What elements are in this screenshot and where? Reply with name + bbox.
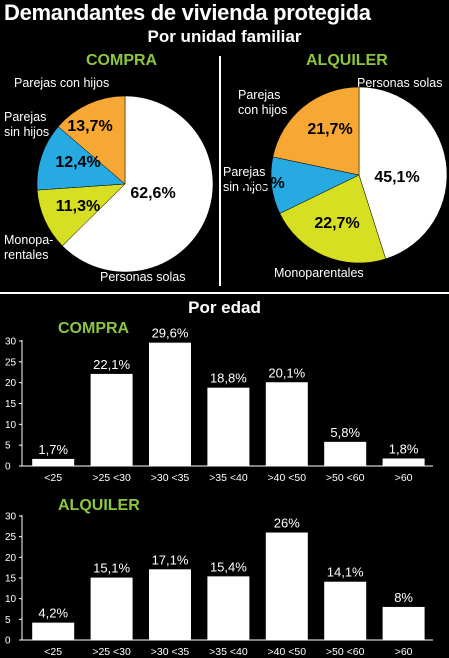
page-title: Demandantes de vivienda protegida: [4, 0, 371, 25]
compra-bar-2: [149, 342, 191, 466]
compra-bar-0: [32, 458, 75, 466]
alquiler-bar-label-6: 8%: [394, 590, 413, 605]
alquiler-bar-label-5: 14,1%: [327, 565, 364, 580]
compra-bar-label-4: 20,1%: [268, 365, 305, 380]
alquiler-bar-5: [324, 581, 367, 640]
alquiler-y-tick: 15: [5, 574, 17, 585]
alquiler-label-personas-solas: Personas solas: [357, 76, 443, 90]
compra-y-tick: 10: [5, 420, 17, 431]
alquiler-pie-slice-3: [272, 86, 360, 176]
vertical-divider: [219, 56, 221, 286]
alquiler-bar-4: [265, 532, 308, 640]
compra-bar-label-6: 1,8%: [389, 442, 419, 457]
alquiler-bar-label-0: 4,2%: [38, 606, 68, 621]
alquiler-bar-heading: ALQUILER: [58, 497, 140, 514]
compra-label-personas-solas: Personas solas: [100, 270, 186, 284]
compra-y-tick: 25: [5, 357, 17, 368]
alquiler-bar-label-4: 26%: [274, 516, 300, 531]
compra-y-tick: 15: [5, 399, 17, 410]
compra-pie-heading: COMPRA: [86, 52, 158, 69]
compra-category-0: <25: [44, 472, 62, 484]
compra-category-6: >60: [395, 472, 413, 484]
compra-pie-slice-0: [62, 95, 214, 273]
compra-pie-value-0: 62,6%: [130, 185, 175, 202]
compra-bar-3: [207, 387, 250, 466]
alquiler-y-tick: 25: [5, 532, 17, 543]
compra-label-monoparentales-2: rentales: [4, 248, 49, 262]
alquiler-label-parejas-con-hijos-1: Parejas: [238, 88, 281, 102]
compra-bar-label-3: 18,8%: [210, 371, 247, 386]
alquiler-category-4: >40 <50: [268, 646, 307, 658]
alquiler-category-0: <25: [44, 646, 62, 658]
compra-bar-label-1: 22,1%: [93, 357, 130, 372]
compra-pie-slice-3: [57, 95, 126, 185]
compra-pie-value-3: 13,7%: [67, 118, 112, 135]
alquiler-category-6: >60: [395, 646, 413, 658]
alquiler-y-tick: 10: [5, 594, 17, 605]
compra-label-parejas-con-hijos: Parejas con hijos: [14, 76, 110, 90]
alquiler-label-monoparentales: Monoparentales: [274, 266, 364, 280]
compra-label-monoparentales-1: Monopa-: [4, 233, 54, 247]
compra-bar-heading: COMPRA: [58, 320, 130, 337]
compra-y-tick: 0: [5, 462, 11, 473]
alquiler-y-tick: 0: [5, 636, 11, 647]
alquiler-category-3: >35 <40: [209, 646, 248, 658]
alquiler-pie-slice-1: [279, 174, 386, 264]
alquiler-pie-value-2: 10,5%: [239, 175, 284, 192]
compra-y-tick: 5: [5, 441, 11, 452]
compra-bar-label-2: 29,6%: [152, 326, 189, 341]
compra-bar-4: [265, 382, 308, 466]
alquiler-bar-label-1: 15,1%: [93, 561, 130, 576]
alquiler-pie-slice-0: [358, 86, 448, 260]
compra-pie-slice-2: [36, 126, 126, 191]
alquiler-y-tick: 5: [5, 615, 11, 626]
alquiler-y-tick: 30: [5, 512, 17, 523]
compra-bar-label-0: 1,7%: [38, 442, 68, 457]
alquiler-bar-2: [149, 569, 191, 640]
compra-pie-value-2: 12,4%: [55, 154, 100, 171]
alquiler-bar-3: [207, 576, 250, 640]
compra-category-2: >30 <35: [151, 472, 190, 484]
alquiler-bar-6: [382, 606, 425, 640]
compra-category-4: >40 <50: [268, 472, 307, 484]
alquiler-pie-value-3: 21,7%: [307, 121, 352, 138]
alquiler-bar-1: [90, 577, 133, 640]
compra-pie-value-1: 11,3%: [56, 198, 100, 215]
compra-category-5: >50 <60: [326, 472, 365, 484]
compra-label-parejas-sin-hijos-1: Parejas: [4, 110, 47, 124]
horizontal-divider: [0, 292, 449, 294]
alquiler-bar-label-2: 17,1%: [152, 552, 189, 567]
alquiler-label-parejas-sin-hijos-1: Parejas: [223, 165, 266, 179]
compra-label-parejas-sin-hijos-2: sin hijos: [4, 125, 50, 139]
alquiler-pie-value-1: 22,7%: [314, 215, 359, 232]
compra-bar-label-5: 5,8%: [330, 425, 360, 440]
alquiler-label-parejas-con-hijos-2: con hijos: [238, 103, 288, 117]
alquiler-category-1: >25 <30: [92, 646, 131, 658]
alquiler-category-5: >50 <60: [326, 646, 365, 658]
alquiler-pie-heading: ALQUILER: [306, 52, 388, 69]
compra-bar-5: [324, 441, 367, 466]
compra-category-1: >25 <30: [92, 472, 131, 484]
family-subtitle: Por unidad familiar: [147, 27, 302, 46]
compra-y-tick: 30: [5, 337, 17, 348]
alquiler-pie-value-0: 45,1%: [374, 169, 419, 186]
alquiler-label-parejas-sin-hijos-2: sin hijos: [223, 180, 269, 194]
alquiler-category-2: >30 <35: [151, 646, 190, 658]
alquiler-bar-0: [32, 622, 75, 640]
compra-bar-1: [90, 373, 133, 466]
alquiler-bar-label-3: 15,4%: [210, 559, 247, 574]
age-subtitle: Por edad: [188, 298, 261, 317]
compra-bar-6: [382, 458, 425, 466]
alquiler-y-tick: 20: [5, 553, 17, 564]
compra-category-3: >35 <40: [209, 472, 248, 484]
compra-y-tick: 20: [5, 378, 17, 389]
